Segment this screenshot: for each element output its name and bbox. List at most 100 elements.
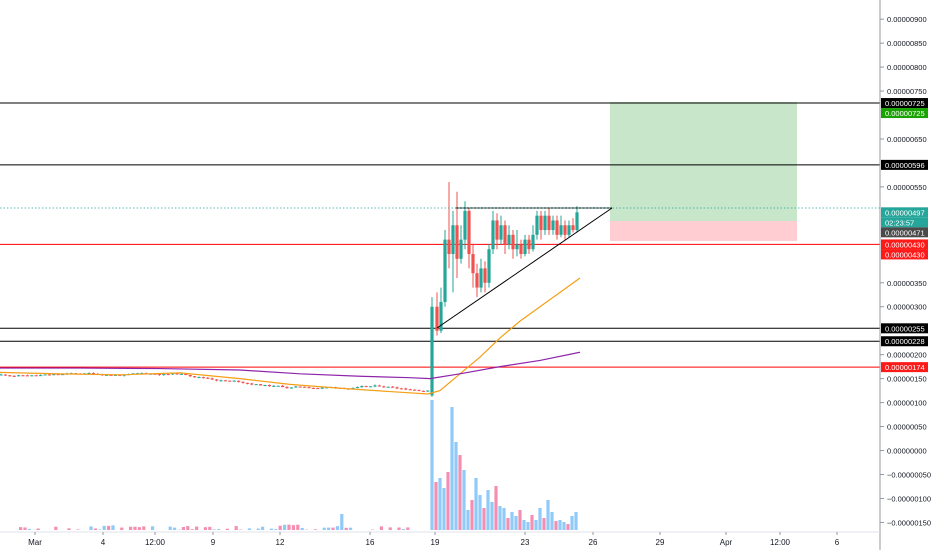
price-tag [881,207,928,218]
candle-body [250,383,254,385]
volume-bar [379,526,383,530]
price-tick-label: 0.00000550 [887,183,927,192]
candle-body [289,387,293,389]
candle-body [109,374,113,376]
volume-bar [98,529,102,530]
candle-body [241,381,245,383]
volume-bar [502,508,506,530]
candle-body [408,389,412,391]
candle-body [430,306,434,396]
volume-bar [349,527,353,530]
volume-bar [450,407,454,530]
volume-bar [234,526,238,530]
volume-bar [570,516,574,530]
candle-body [426,390,430,392]
price-tick-label: 0.00000300 [887,303,927,312]
volume-bar [203,527,207,530]
candle-body [377,385,381,387]
volume-bar [542,518,546,530]
candle-body [439,301,443,331]
volume-bar [430,400,434,530]
volume-bar [247,528,251,530]
price-tag-label: 02:23:57 [885,218,914,227]
candle-body [495,220,499,240]
candle-body [281,385,285,388]
volume-bar [518,510,522,530]
candle-body [511,234,515,250]
candle-body [43,374,47,376]
price-axis[interactable]: 0.00000900 0.00000850 0.00000800 0.00000750… [880,15,931,527]
price-tick-label: 0.00000350 [887,279,927,288]
candle-body [179,373,183,375]
candle-body [171,373,175,375]
candle-body [527,239,531,250]
volume-bar [269,528,273,530]
volume-bar [538,508,542,530]
candle-body [267,385,271,387]
price-tick-label: 0.00000650 [887,135,927,144]
volume-bar [36,528,40,530]
volume-bar [458,455,462,530]
candle-body [215,379,219,381]
candle-body [12,375,16,377]
candle-body [391,386,395,388]
volume-bar [274,529,278,530]
candle-body [463,210,467,240]
price-tag [881,227,928,238]
price-tag-label: 0.00000430 [885,240,925,249]
volume-bar [388,527,392,530]
volume-bar [510,512,514,530]
price-tick-label: 0.00000850 [887,39,927,48]
price-tick-label: −0.00000100 [887,494,931,503]
candle-body [369,386,373,388]
candle-body [311,387,315,389]
volume-bar [208,526,212,530]
candle-body [259,384,263,386]
candle-body [47,374,51,376]
candle-body [8,375,12,377]
candle-body [157,373,161,375]
time-axis[interactable]: Mar 4 12:00 9 12 16 19 23 26 29 Apr 12:00 6 [28,532,840,547]
price-tag [881,98,928,109]
volume-bar [490,502,494,530]
candle-body [499,225,503,240]
price-tag-label: 0.00000497 [885,208,925,217]
candle-body [563,225,567,235]
candle-body [543,215,547,231]
candle-body [272,385,276,387]
volume-bar [494,486,498,530]
ema-fast-line [0,277,581,395]
volume-bar [454,442,458,530]
price-tag-label: 0.00000596 [885,161,925,170]
candle-body [162,374,166,376]
volume-bar [137,527,141,530]
time-tick-label: 16 [366,538,375,547]
volume-bar [217,529,221,530]
candle-body [210,378,214,380]
candle-body [364,386,368,388]
volume-bar [446,472,450,530]
candle-body [307,387,311,389]
volume-bar [406,527,410,530]
candle-body [551,220,555,231]
time-tick-label: 12 [276,538,285,547]
time-tick-label: 23 [521,538,530,547]
volume-bar [190,529,194,530]
volume-bar [129,526,133,530]
price-tag [881,217,928,228]
volume-bar [300,528,304,530]
volume-bar [530,515,534,530]
volume-bar [27,528,31,530]
volume-bar [486,490,490,530]
candle-body [491,220,495,250]
time-tick-label: Mar [28,538,42,547]
candle-body [206,377,210,379]
candle-body [21,375,25,377]
candle-body [184,373,188,375]
candle-body [399,388,403,390]
volume-bar [514,516,518,530]
price-tick-label: 0.00000750 [887,87,927,96]
candle-body [395,387,399,389]
